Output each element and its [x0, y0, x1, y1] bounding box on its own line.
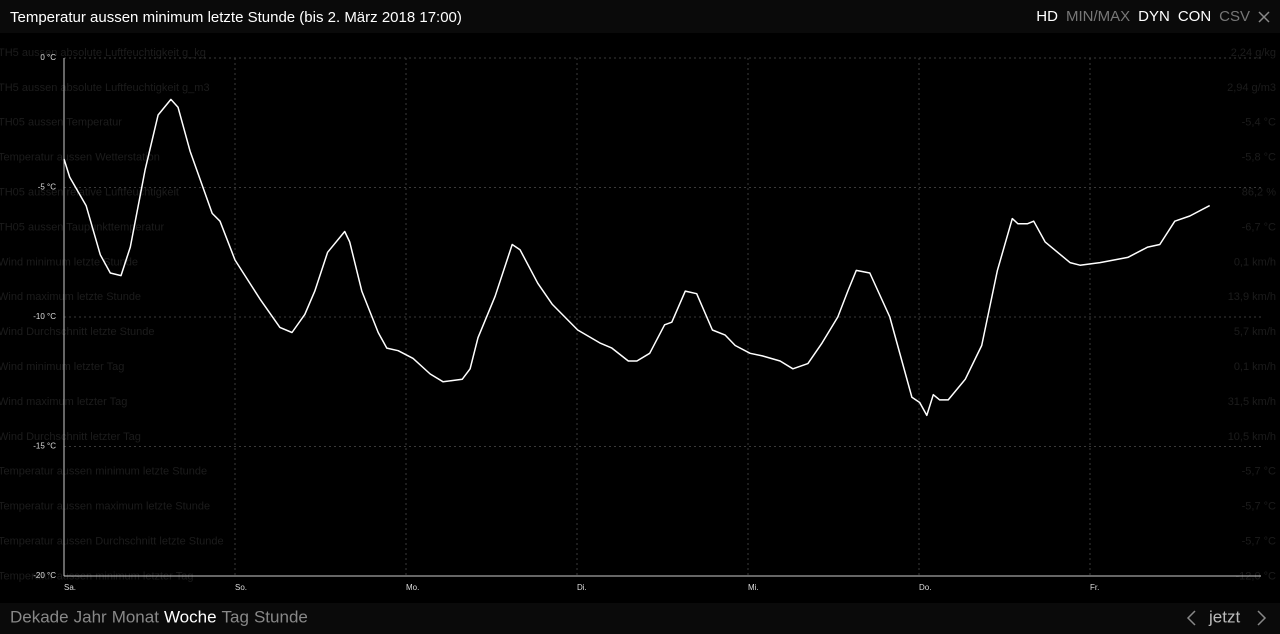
plot: 0 °C -5 °C -10 °C -15 °C -20 °C Sa. So. Mo. Di. M…: [33, 53, 1261, 592]
x-tick-label: Mi.: [748, 583, 759, 592]
x-tick-label: So.: [235, 583, 247, 592]
list-name: Wind minimum letzte Stunde: [0, 256, 138, 268]
list-value: 5,7 km/h: [1234, 326, 1276, 338]
header-button[interactable]: DYN: [1138, 8, 1170, 25]
range-button[interactable]: Jahr: [74, 607, 107, 626]
range-nav: Dekade Jahr Monat Woche Tag Stunde: [10, 607, 308, 626]
close-icon[interactable]: [1258, 11, 1270, 23]
y-tick-label: -15 °C: [33, 442, 56, 451]
range-button[interactable]: Dekade: [10, 607, 69, 626]
list-value: 2,24 g/kg: [1231, 47, 1276, 59]
range-button[interactable]: Monat: [112, 607, 160, 626]
header-button[interactable]: CON: [1178, 8, 1211, 25]
list-name: TH05 aussen Taupunkttemperatur: [0, 221, 164, 233]
y-tick-label: -10 °C: [33, 312, 56, 321]
x-tick-label: Di.: [577, 583, 587, 592]
header-button[interactable]: CSV: [1219, 8, 1250, 25]
list-name: TH5 aussen absolute Luftfeuchtigkeit g_m…: [0, 82, 210, 94]
list-name: Temperatur aussen Durchschnitt letzte St…: [0, 536, 224, 548]
list-name: TH05 aussen Temperatur: [0, 117, 122, 129]
list-name: TH5 aussen absolute Luftfeuchtigkeit g_k…: [0, 47, 206, 59]
list-value: -5,7 °C: [1242, 501, 1276, 513]
list-value: -6,7 °C: [1242, 221, 1276, 233]
list-value: 0,1 km/h: [1234, 361, 1276, 373]
list-name: Wind minimum letzter Tag: [0, 361, 124, 373]
x-tick-label: Fr.: [1090, 583, 1099, 592]
list-name: Temperatur aussen Wetterstation: [0, 152, 160, 164]
list-value: 13,9 km/h: [1228, 291, 1276, 303]
x-tick-label: Mo.: [406, 583, 419, 592]
list-name: Temperatur aussen minimum letzte Stunde: [0, 466, 207, 478]
list-value: 2,94 g/m3: [1227, 82, 1276, 94]
temperature-line: [63, 98, 1211, 417]
background-list: TH5 aussen absolute Luftfeuchtigkeit g_k…: [0, 47, 1276, 583]
y-tick-label: 0 °C: [40, 53, 56, 62]
prev-icon[interactable]: [1186, 610, 1196, 626]
next-icon[interactable]: [1257, 610, 1267, 626]
list-value: -5,7 °C: [1242, 536, 1276, 548]
header-button[interactable]: HD: [1036, 8, 1058, 25]
header-button[interactable]: MIN/MAX: [1066, 8, 1130, 25]
list-value: 0,1 km/h: [1234, 256, 1276, 268]
list-value: -5,4 °C: [1242, 117, 1276, 129]
list-value: -5,8 °C: [1242, 152, 1276, 164]
list-value: 10,5 km/h: [1228, 431, 1276, 443]
list-name: Wind maximum letzte Stunde: [0, 291, 141, 303]
x-tick-label: Do.: [919, 583, 931, 592]
list-value: -5,7 °C: [1242, 466, 1276, 478]
list-name: Wind Durchschnitt letzte Stunde: [0, 326, 155, 338]
list-name: Wind Durchschnitt letzter Tag: [0, 431, 141, 443]
range-button[interactable]: Tag: [222, 607, 249, 626]
x-tick-label: Sa.: [64, 583, 76, 592]
range-button[interactable]: Woche: [164, 607, 217, 626]
range-button[interactable]: Stunde: [254, 607, 308, 626]
y-tick-label: -5 °C: [38, 183, 57, 192]
list-name: TH05 aussen relative Luftfeuchtigkeit: [0, 187, 179, 199]
y-tick-label: -20 °C: [33, 571, 56, 580]
header-buttons: CSV CON DYN MIN/MAX HD: [1036, 8, 1250, 25]
chart-title: Temperatur aussen minimum letzte Stunde …: [10, 9, 462, 26]
list-value: 31,5 km/h: [1228, 396, 1276, 408]
header-bar: [0, 0, 1280, 33]
list-name: Temperatur aussen maximum letzte Stunde: [0, 501, 210, 513]
list-value: 86,2 %: [1242, 187, 1276, 199]
footer-bar: [0, 603, 1280, 634]
now-button[interactable]: jetzt: [1208, 607, 1240, 626]
